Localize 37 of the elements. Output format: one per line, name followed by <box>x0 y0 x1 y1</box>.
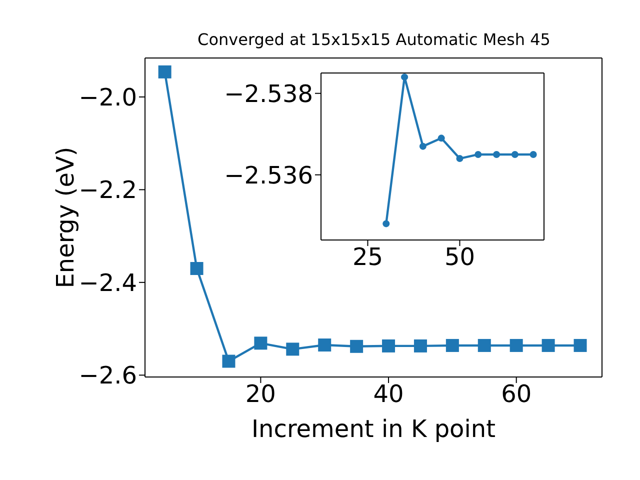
point <box>530 150 537 158</box>
point <box>438 134 445 142</box>
point <box>401 74 408 81</box>
x-tick-label: 60 <box>501 380 532 408</box>
y-tick-label: −2.0 <box>78 83 137 112</box>
point <box>446 338 459 352</box>
point <box>419 142 426 150</box>
point <box>574 338 587 352</box>
point <box>511 150 518 158</box>
y-tick-label: −2.6 <box>78 362 137 390</box>
chart-title: Converged at 15x15x15 Automatic Mesh 45 <box>196 30 552 49</box>
point <box>158 65 172 78</box>
y-tick-label: −2.4 <box>78 268 137 297</box>
x-tick-label: 50 <box>444 243 476 272</box>
point <box>382 339 396 352</box>
point <box>382 220 390 228</box>
point <box>456 155 464 162</box>
x-tick-label: 40 <box>373 380 404 408</box>
point <box>286 342 300 356</box>
point <box>493 150 500 158</box>
x-tick-label: 25 <box>352 243 384 272</box>
y-axis-title: Energy (eV) <box>52 146 80 288</box>
point <box>510 338 523 352</box>
y-tick-label: −2.2 <box>78 176 137 204</box>
y-tick-label: −2.538 <box>224 80 313 108</box>
x-tick-label: 20 <box>245 380 276 408</box>
point <box>542 338 555 352</box>
point <box>350 340 364 353</box>
point <box>478 338 491 352</box>
x-axis-title: Increment in K point <box>251 415 496 443</box>
point <box>474 150 482 158</box>
point <box>318 338 332 352</box>
point <box>222 354 236 368</box>
point <box>190 262 204 276</box>
point <box>254 336 268 350</box>
point <box>414 339 427 352</box>
y-tick-label: −2.536 <box>224 161 313 190</box>
